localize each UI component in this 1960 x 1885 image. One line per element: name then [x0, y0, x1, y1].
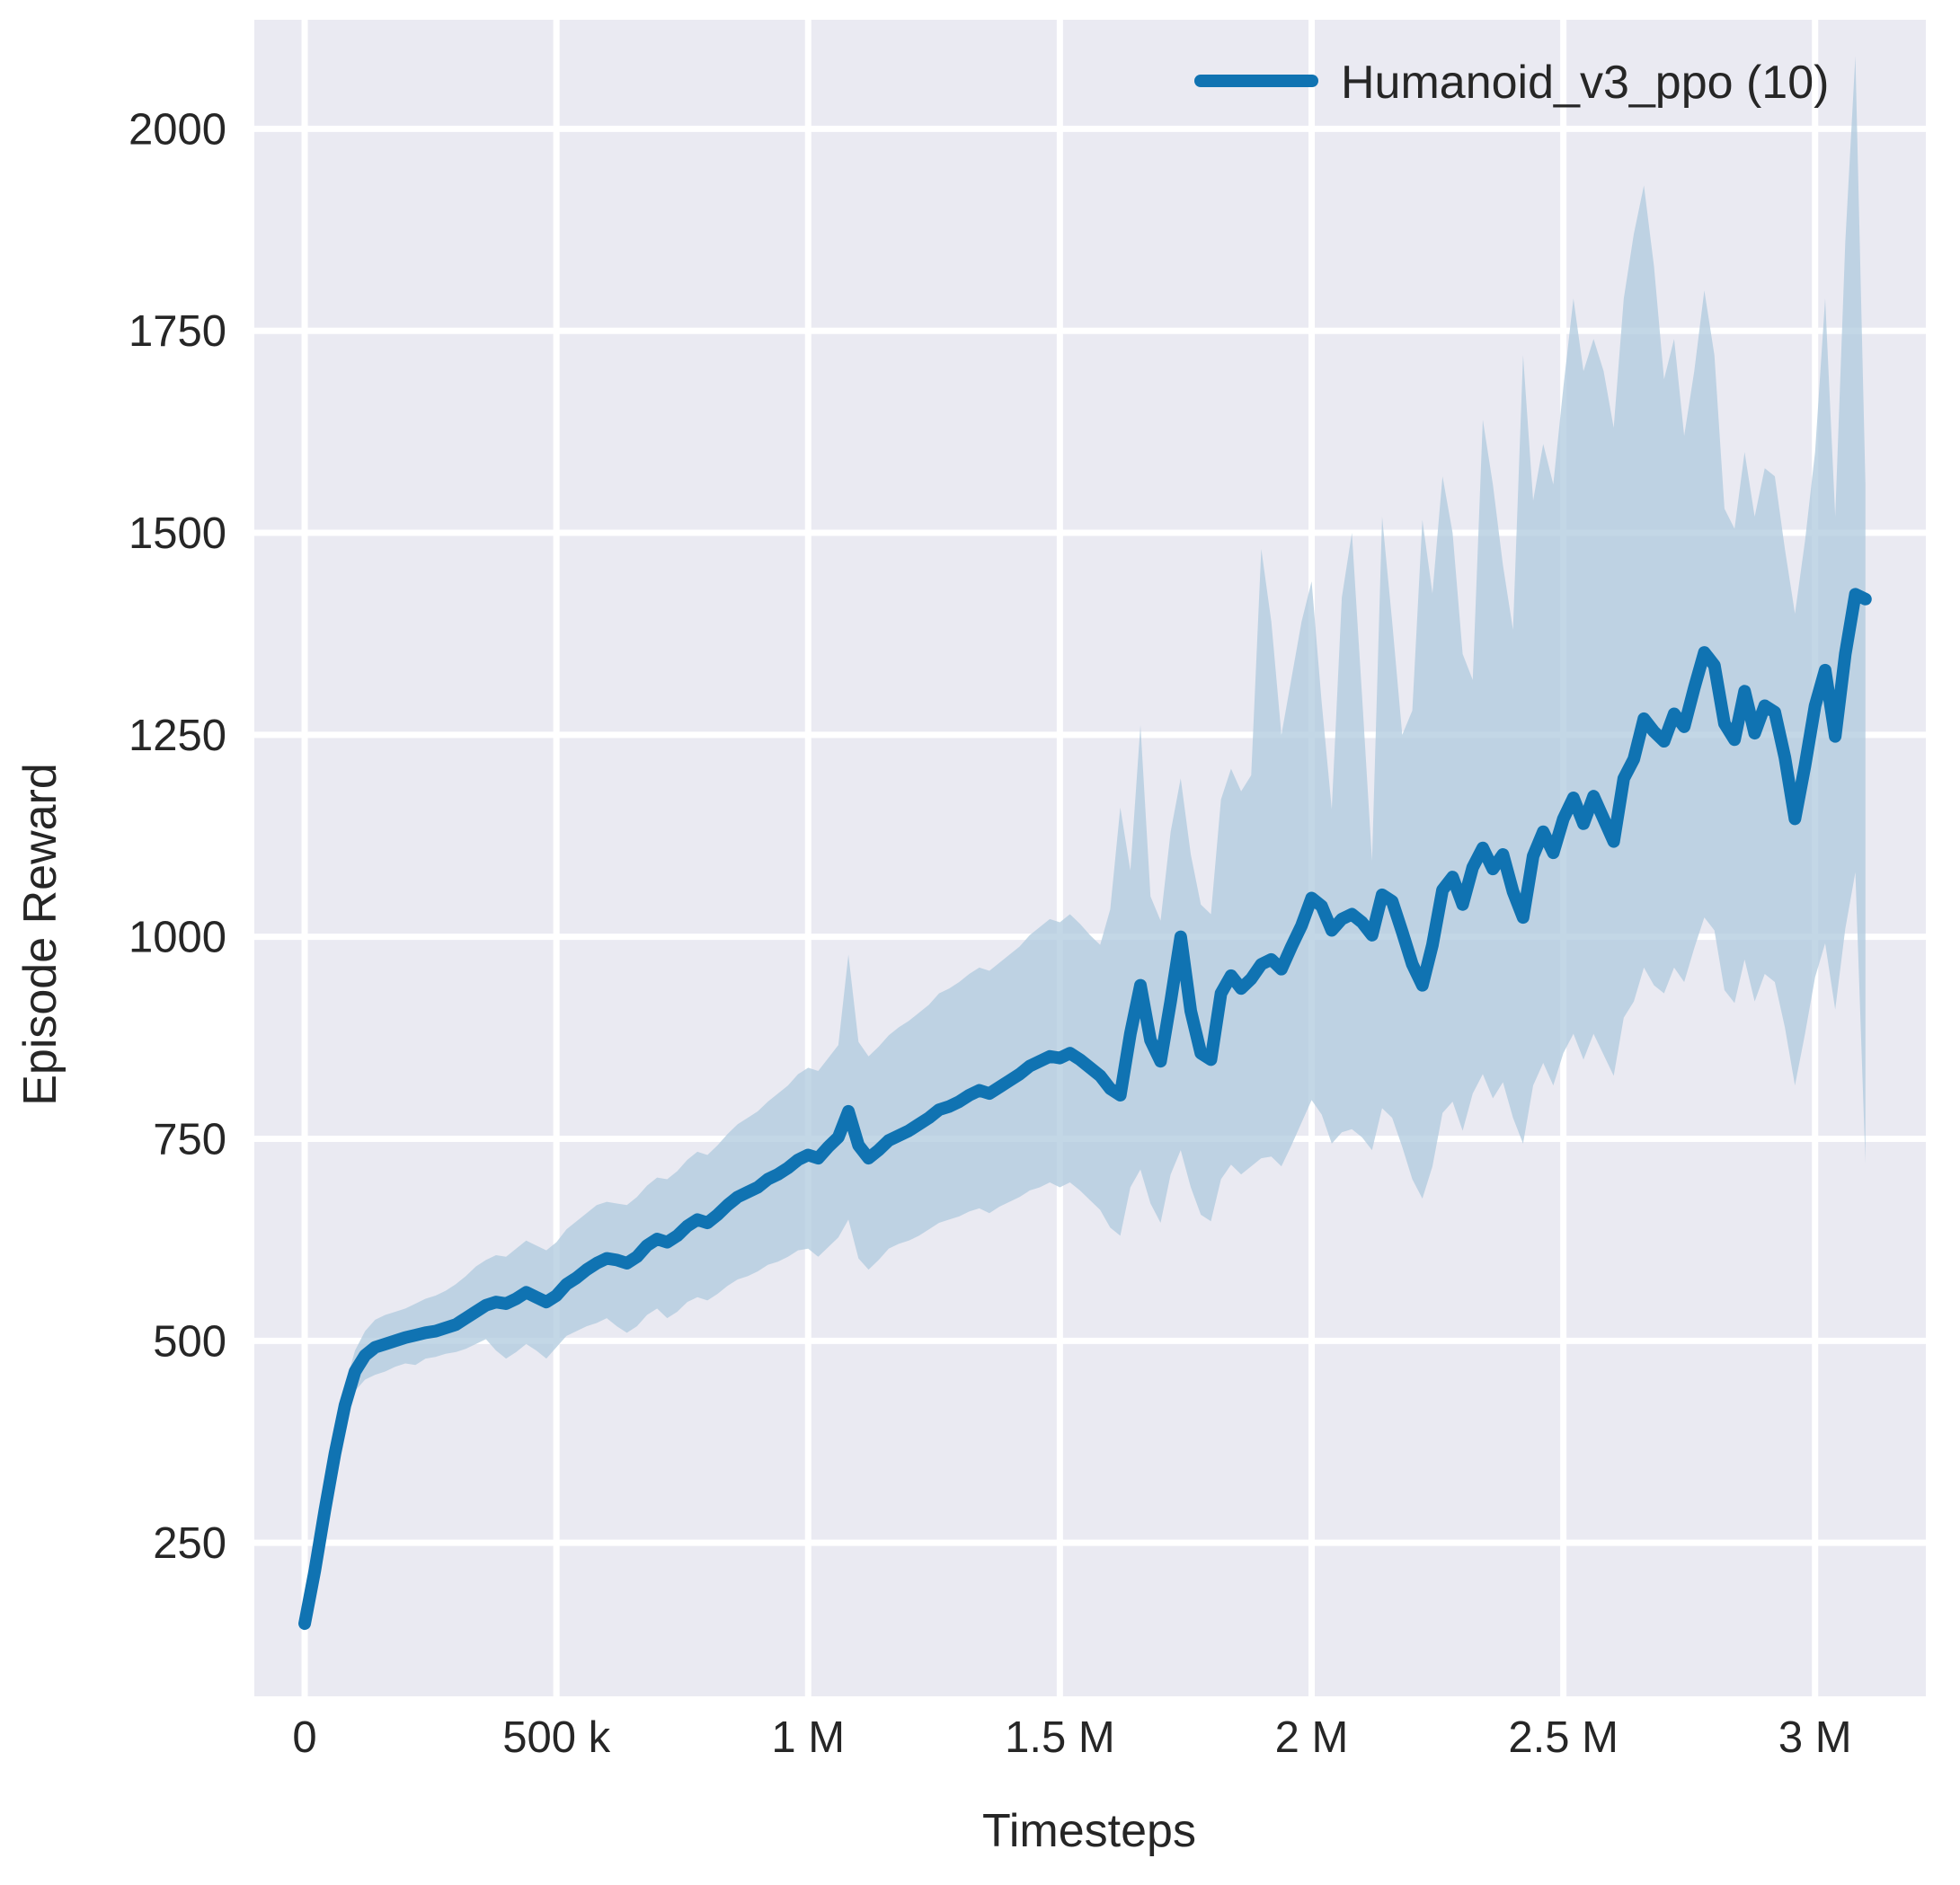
- x-tick-label: 2 M: [1275, 1713, 1349, 1762]
- y-tick-label: 1000: [129, 914, 226, 962]
- x-tick-label: 1.5 M: [1005, 1713, 1115, 1762]
- mean-line: [298, 588, 1872, 1631]
- y-tick-label: 500: [153, 1317, 226, 1366]
- x-axis-title: Timesteps: [982, 1805, 1196, 1857]
- x-tick-label: 0: [292, 1713, 316, 1762]
- x-tick-labels: 0 500 k 1 M 1.5 M 2 M 2.5 M 3 M: [292, 1713, 1851, 1762]
- legend[interactable]: Humanoid_v3_ppo (10): [1194, 57, 1829, 109]
- legend-item-label: Humanoid_v3_ppo (10): [1341, 57, 1829, 109]
- y-tick-labels: 250 500 750 1000 1250 1500 1750 2000: [129, 105, 226, 1568]
- confidence-band: [305, 56, 1866, 1625]
- y-tick-label: 1750: [129, 307, 226, 356]
- x-tick-label: 3 M: [1778, 1713, 1852, 1762]
- x-tick-label: 1 M: [771, 1713, 845, 1762]
- y-tick-label: 1500: [129, 509, 226, 558]
- y-tick-label: 750: [153, 1115, 226, 1164]
- y-tick-label: 1250: [129, 712, 226, 760]
- x-tick-label: 500 k: [502, 1713, 610, 1762]
- y-tick-label: 2000: [129, 105, 226, 154]
- y-tick-label: 250: [153, 1519, 226, 1568]
- y-axis-title: Episode Reward: [14, 763, 67, 1106]
- x-tick-label: 2.5 M: [1508, 1713, 1619, 1762]
